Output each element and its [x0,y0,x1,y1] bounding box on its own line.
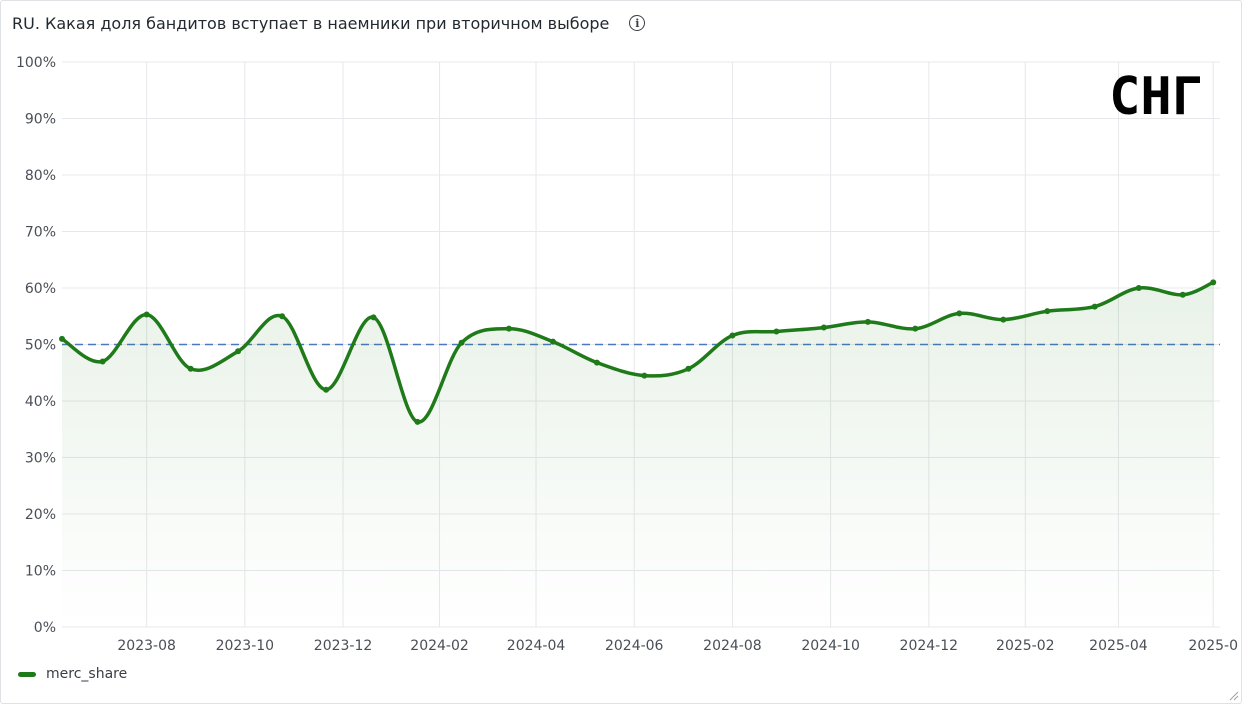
data-point[interactable] [187,365,194,372]
x-tick-label: 2023-12 [314,638,373,654]
data-point[interactable] [1135,285,1142,291]
data-point[interactable] [370,314,377,321]
y-tick-label: 0% [34,620,56,636]
y-tick-label: 40% [25,394,56,410]
data-point[interactable] [458,339,465,346]
data-point[interactable] [956,310,963,317]
y-tick-label: 100% [16,55,56,71]
legend-item-merc-share[interactable]: merc_share [18,666,127,682]
x-tick-label: 2025-02 [996,638,1055,654]
x-tick-label: 2023-08 [117,638,176,654]
x-tick-label: 2025-0 [1188,638,1238,654]
x-axis: 2023-08 2023-10 2023-12 2024-02 2024-04 2024-… [117,638,1238,654]
data-point[interactable] [1091,303,1098,310]
y-tick-label: 50% [25,338,56,354]
y-tick-label: 90% [25,112,56,128]
data-point[interactable] [912,325,919,332]
data-point[interactable] [864,318,871,325]
data-point[interactable] [1044,308,1051,315]
data-point[interactable] [1000,316,1007,323]
data-point[interactable] [323,386,330,393]
data-point[interactable] [773,328,780,335]
y-tick-label: 20% [25,507,56,523]
panel-header: RU. Какая доля бандитов вступает в наемн… [12,10,646,36]
data-point[interactable] [729,332,736,339]
y-axis: 0% 10% 20% 30% 40% 50% 60% 70% 80% 90% 100% [16,55,56,636]
data-point[interactable] [549,338,556,345]
data-point[interactable] [235,348,242,355]
series-line-merc-share [60,280,1215,424]
x-tick-label: 2023-10 [216,638,275,654]
series-area-fill [62,282,1214,627]
data-point[interactable] [59,335,65,342]
data-point[interactable] [1179,291,1186,298]
x-tick-label: 2024-04 [507,638,566,654]
data-point[interactable] [414,418,421,425]
x-tick-label: 2025-04 [1089,638,1148,654]
data-point[interactable] [685,365,692,372]
legend-label: merc_share [46,666,128,682]
data-point[interactable] [279,313,286,320]
x-tick-label: 2024-08 [703,638,762,654]
data-point[interactable] [1210,279,1217,286]
x-tick-label: 2024-12 [900,638,959,654]
x-tick-label: 2024-10 [801,638,860,654]
data-point[interactable] [820,324,827,331]
series-layer [59,279,1220,627]
panel-title: RU. Какая доля бандитов вступает в наемн… [12,13,610,33]
y-tick-label: 70% [25,225,56,241]
x-tick-label: 2024-02 [410,638,469,654]
data-point[interactable] [505,325,512,332]
watermark-text: СНГ [1109,67,1203,127]
data-point[interactable] [641,372,648,379]
data-point[interactable] [99,358,106,365]
y-tick-label: 80% [25,168,56,184]
data-point[interactable] [593,359,600,366]
resize-handle-icon[interactable] [1227,689,1239,701]
y-tick-label: 30% [25,451,56,467]
x-tick-label: 2024-06 [605,638,664,654]
legend-swatch [18,671,36,677]
y-tick-label: 60% [25,281,56,297]
info-icon[interactable]: i [629,15,646,31]
data-point[interactable] [143,311,150,318]
y-tick-label: 10% [25,564,56,580]
